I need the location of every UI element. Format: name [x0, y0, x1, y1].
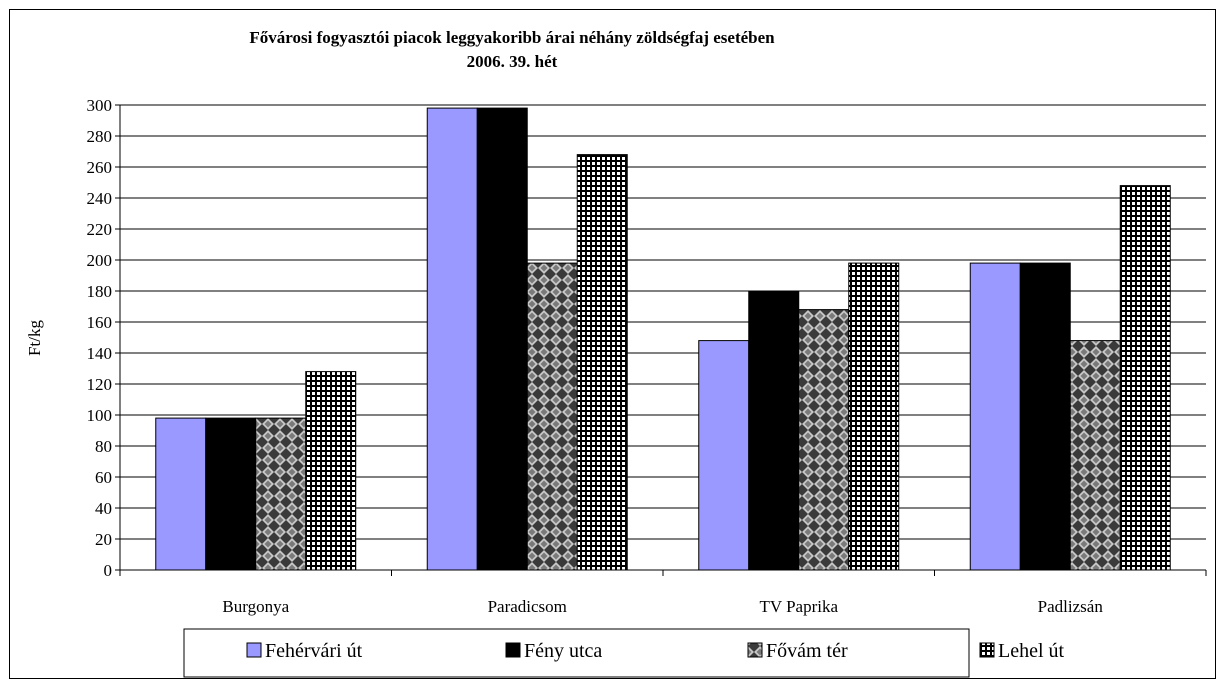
bar-tv-paprika-lehel-ut — [848, 262, 900, 571]
y-tick-label: 120 — [87, 375, 113, 394]
x-tick-label: Padlizsán — [1038, 597, 1104, 616]
bar-paradicsom-feny-utca — [476, 107, 528, 571]
legend-swatch-lehel-ut — [979, 642, 995, 658]
bar-paradicsom-lehel-ut — [576, 154, 628, 571]
bar-burgonya-fovam-ter — [255, 417, 307, 571]
axes — [115, 104, 1207, 576]
legend-item-lehel-ut: Lehel út — [979, 640, 1065, 662]
bar-chart: Fővárosi fogyasztói piacok leggyakoribb … — [25, 28, 1207, 678]
legend: Fehérvári út Fény utca Fővám tér Lehel ú… — [183, 628, 1065, 678]
y-tick-label: 140 — [87, 344, 113, 363]
chart-title: Fővárosi fogyasztói piacok leggyakoribb … — [249, 28, 775, 47]
bar-burgonya-lehel-ut — [305, 371, 357, 571]
y-tick-label: 20 — [95, 530, 112, 549]
gridlines — [120, 104, 1206, 540]
y-tick-label: 100 — [87, 406, 113, 425]
chart-frame: Fővárosi fogyasztói piacok leggyakoribb … — [9, 9, 1216, 679]
bar-burgonya-feny-utca — [205, 417, 257, 571]
legend-label-feny-utca: Fény utca — [524, 640, 602, 662]
y-tick-label: 180 — [87, 282, 113, 301]
legend-swatch-feny-utca — [505, 642, 521, 658]
tick-labels: 0 20 40 60 80 100 120 140 160 180 200 220 240 260 280 3… — [87, 96, 1104, 616]
bar-padlizsan-feny-utca — [1019, 262, 1071, 571]
legend-item-feny-utca: Fény utca — [505, 640, 602, 662]
y-tick-label: 80 — [95, 437, 112, 456]
bar-paradicsom-fehervari-ut — [426, 107, 478, 571]
legend-item-fehervari-ut: Fehérvári út — [246, 640, 363, 662]
bar-tv-paprika-feny-utca — [748, 290, 800, 571]
y-tick-label: 60 — [95, 468, 112, 487]
y-axis-label: Ft/kg — [25, 320, 44, 356]
legend-label-lehel-ut: Lehel út — [998, 640, 1065, 662]
y-tick-label: 240 — [87, 189, 113, 208]
y-tick-label: 260 — [87, 158, 113, 177]
legend-label-fovam-ter: Fővám tér — [766, 640, 848, 662]
bar-padlizsan-fehervari-ut — [969, 262, 1021, 571]
y-tick-label: 300 — [87, 96, 113, 115]
y-tick-label: 220 — [87, 220, 113, 239]
y-tick-label: 0 — [104, 561, 113, 580]
bar-tv-paprika-fehervari-ut — [698, 340, 750, 571]
y-tick-label: 200 — [87, 251, 113, 270]
legend-swatch-fovam-ter — [747, 642, 763, 658]
legend-box — [183, 628, 970, 678]
chart-subtitle: 2006. 39. hét — [467, 52, 558, 71]
bar-padlizsan-fovam-ter — [1069, 340, 1121, 571]
y-tick-label: 280 — [87, 127, 113, 146]
bar-paradicsom-fovam-ter — [526, 262, 578, 571]
x-tick-label: Burgonya — [222, 597, 289, 616]
y-tick-label: 40 — [95, 499, 112, 518]
legend-swatch-fehervari-ut — [246, 642, 262, 658]
x-tick-label: TV Paprika — [759, 597, 838, 616]
bar-burgonya-fehervari-ut — [155, 417, 207, 571]
bar-padlizsan-lehel-ut — [1119, 185, 1171, 571]
legend-label-fehervari-ut: Fehérvári út — [265, 640, 363, 662]
legend-item-fovam-ter: Fővám tér — [747, 640, 848, 662]
bar-tv-paprika-fovam-ter — [798, 309, 850, 571]
bars — [155, 107, 1171, 571]
x-tick-label: Paradicsom — [488, 597, 567, 616]
y-tick-label: 160 — [87, 313, 113, 332]
